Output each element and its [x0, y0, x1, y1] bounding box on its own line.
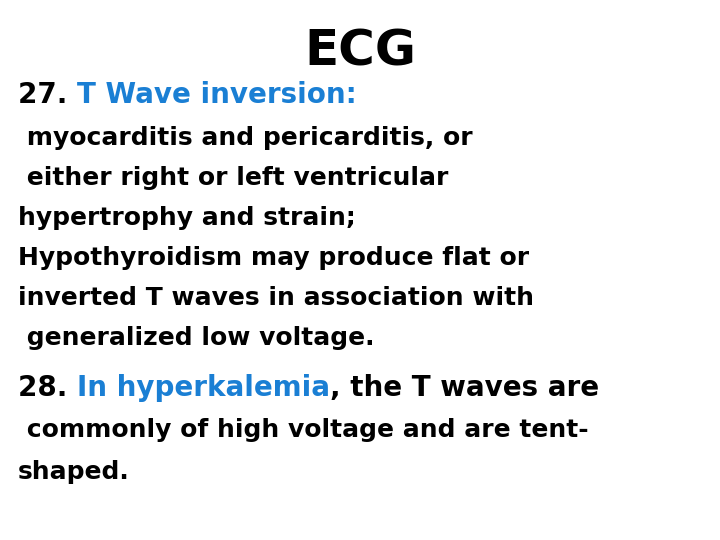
Text: Hypothyroidism may produce flat or: Hypothyroidism may produce flat or: [18, 246, 529, 270]
Text: In hyperkalemia: In hyperkalemia: [77, 374, 330, 402]
Text: ECG: ECG: [304, 28, 416, 76]
Text: hypertrophy and strain;: hypertrophy and strain;: [18, 206, 356, 230]
Text: 28.: 28.: [18, 374, 77, 402]
Text: commonly of high voltage and are tent-: commonly of high voltage and are tent-: [18, 418, 589, 442]
Text: T Wave inversion:: T Wave inversion:: [77, 81, 356, 109]
Text: either right or left ventricular: either right or left ventricular: [18, 166, 449, 190]
Text: 27.: 27.: [18, 81, 77, 109]
Text: generalized low voltage.: generalized low voltage.: [18, 326, 374, 350]
Text: myocarditis and pericarditis, or: myocarditis and pericarditis, or: [18, 126, 472, 150]
Text: inverted T waves in association with: inverted T waves in association with: [18, 286, 534, 310]
Text: , the T waves are: , the T waves are: [330, 374, 599, 402]
Text: shaped.: shaped.: [18, 460, 130, 484]
